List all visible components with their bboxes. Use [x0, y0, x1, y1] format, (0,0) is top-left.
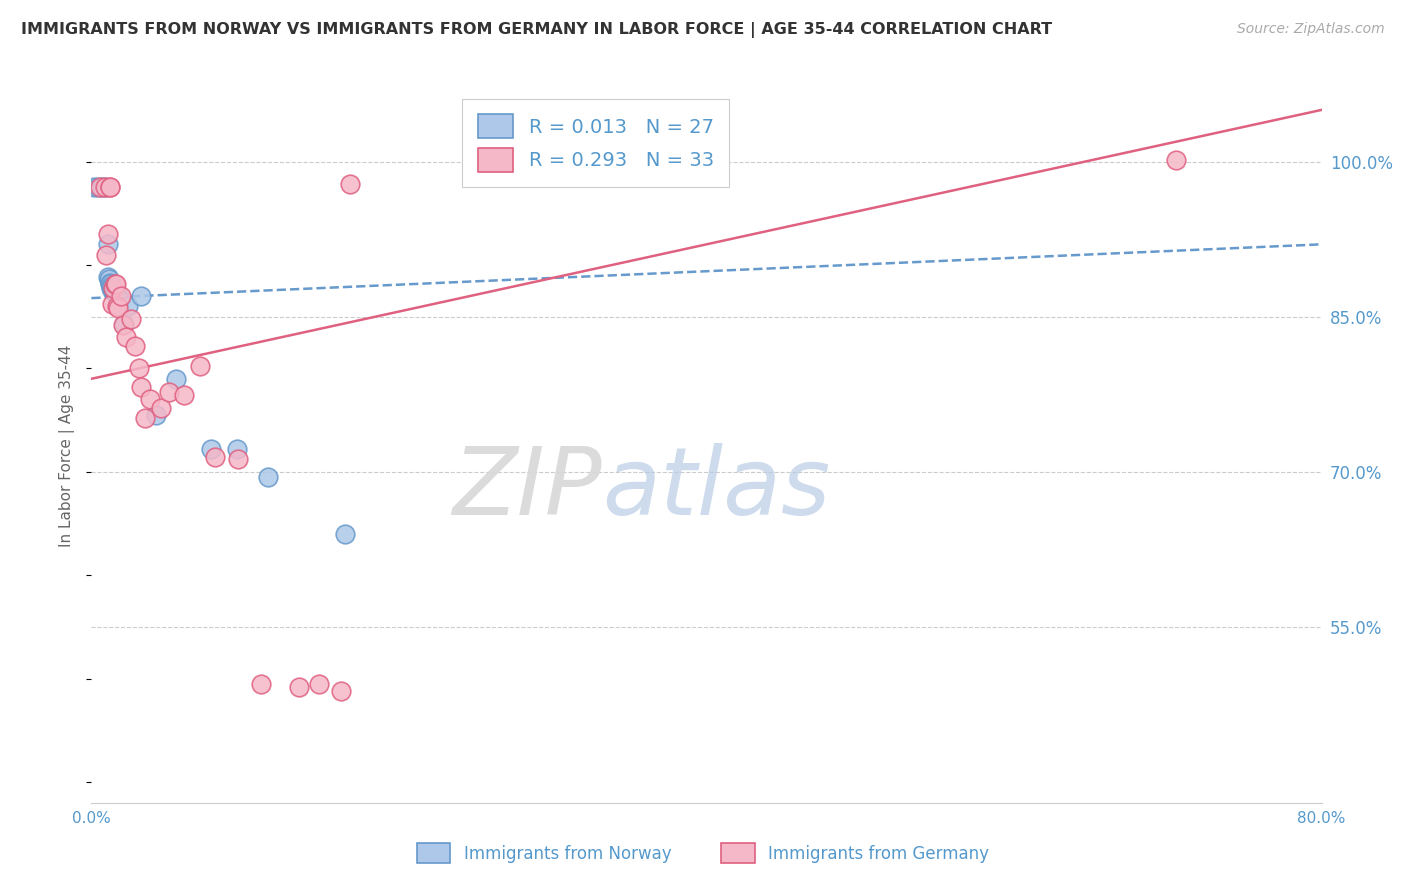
Text: IMMIGRANTS FROM NORWAY VS IMMIGRANTS FROM GERMANY IN LABOR FORCE | AGE 35-44 COR: IMMIGRANTS FROM NORWAY VS IMMIGRANTS FRO… [21, 22, 1052, 38]
Point [91, 180, 114, 194]
Point [139, 392, 162, 407]
Point [101, 297, 124, 311]
Point [101, 283, 124, 297]
Point [1164, 153, 1187, 167]
Point [112, 317, 135, 331]
Point [103, 284, 125, 298]
Legend: Immigrants from Norway, Immigrants from Germany: Immigrants from Norway, Immigrants from … [411, 837, 995, 870]
Point [98, 180, 121, 194]
Point [134, 411, 156, 425]
Point [108, 293, 131, 308]
Point [98, 180, 121, 194]
Point [94, 180, 117, 194]
Point [188, 359, 211, 374]
Text: Source: ZipAtlas.com: Source: ZipAtlas.com [1237, 22, 1385, 37]
Point [105, 299, 128, 313]
Point [98, 276, 121, 290]
Point [128, 361, 150, 376]
Point [105, 285, 127, 300]
Point [226, 442, 249, 456]
Point [308, 677, 330, 691]
Point [104, 277, 127, 291]
Point [117, 299, 139, 313]
Point [97, 272, 120, 286]
Point [120, 311, 142, 326]
Point [165, 372, 187, 386]
Point [115, 330, 138, 344]
Point [89, 180, 111, 194]
Point [112, 318, 135, 332]
Legend: R = 0.013   N = 27, R = 0.293   N = 33: R = 0.013 N = 27, R = 0.293 N = 33 [463, 99, 730, 187]
Point [87, 180, 110, 194]
Point [204, 450, 226, 465]
Point [107, 301, 129, 316]
Point [101, 284, 124, 298]
Point [94, 248, 117, 262]
Point [329, 684, 352, 698]
Point [96, 237, 118, 252]
Point [97, 270, 120, 285]
Point [83, 180, 105, 194]
Point [226, 452, 249, 467]
Point [339, 178, 361, 192]
Point [104, 283, 127, 297]
Point [149, 401, 172, 415]
Point [257, 470, 280, 484]
Point [105, 277, 127, 291]
Point [110, 289, 132, 303]
Point [333, 527, 356, 541]
Point [200, 442, 222, 456]
Point [249, 677, 271, 691]
Text: ZIP: ZIP [453, 443, 602, 534]
Point [101, 281, 124, 295]
Text: atlas: atlas [602, 443, 830, 534]
Point [173, 388, 195, 402]
Y-axis label: In Labor Force | Age 35-44: In Labor Force | Age 35-44 [59, 345, 76, 547]
Point [129, 289, 152, 303]
Point [100, 278, 122, 293]
Point [145, 408, 167, 422]
Point [157, 385, 180, 400]
Point [107, 289, 129, 303]
Point [94, 180, 117, 194]
Point [124, 339, 146, 353]
Point [288, 680, 311, 694]
Point [96, 227, 118, 241]
Point [98, 277, 121, 291]
Point [100, 281, 122, 295]
Point [131, 380, 153, 394]
